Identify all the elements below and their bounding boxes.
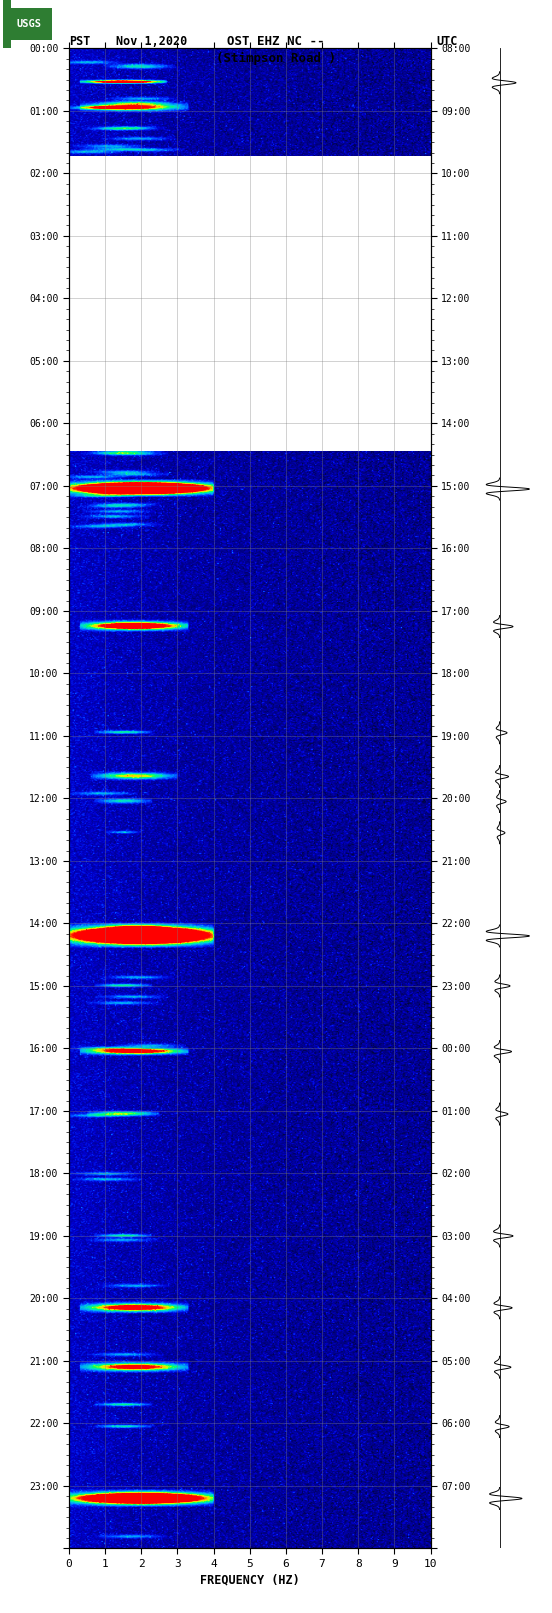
Text: PST: PST [69, 35, 91, 48]
Text: OST EHZ NC --: OST EHZ NC -- [227, 35, 325, 48]
Text: UTC: UTC [436, 35, 458, 48]
Text: Nov 1,2020: Nov 1,2020 [116, 35, 187, 48]
Text: (Stimpson Road ): (Stimpson Road ) [216, 52, 336, 65]
Text: USGS: USGS [17, 19, 41, 29]
X-axis label: FREQUENCY (HZ): FREQUENCY (HZ) [200, 1573, 300, 1586]
